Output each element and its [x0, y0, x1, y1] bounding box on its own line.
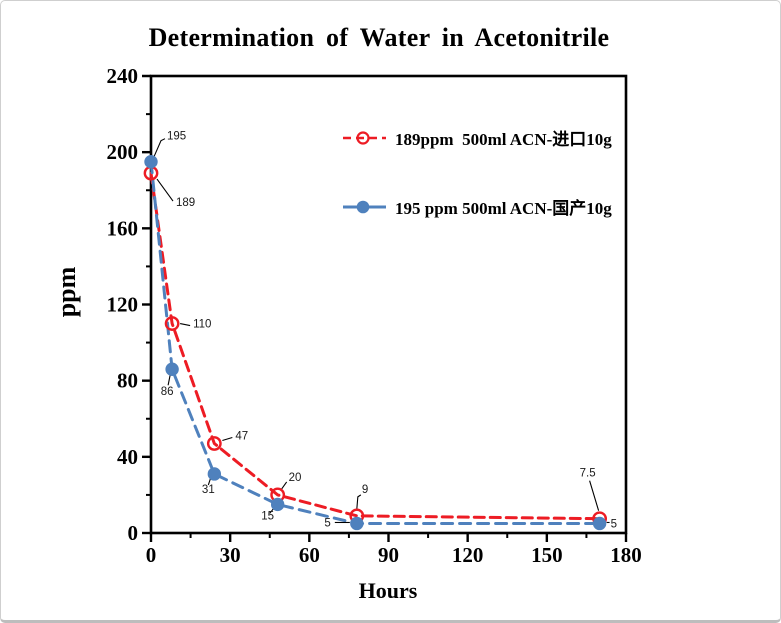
x-tick-label: 120: [452, 543, 484, 567]
x-tick-label: 30: [220, 543, 241, 567]
series-line-0: [149, 171, 602, 521]
series-line-1: [149, 160, 602, 525]
legend-circle-red: [356, 130, 370, 145]
y-axis-title: ppm: [52, 266, 81, 318]
data-point-marker: [592, 516, 607, 531]
x-tick-label: 60: [299, 543, 320, 567]
y-tick-label: 0: [128, 521, 139, 545]
y-tick-label: 120: [107, 293, 139, 317]
data-point-label: 110: [193, 319, 211, 331]
legend-item-imported: 189ppm 500ml ACN-进口10g: [342, 125, 612, 150]
label-leader-line: [153, 138, 166, 157]
label-leader-line: [156, 178, 174, 202]
x-tick-label: 90: [378, 543, 399, 567]
label-leader-line: [589, 480, 600, 511]
data-point-label: 9: [362, 484, 368, 496]
label-leader-line: [167, 375, 171, 386]
data-point-label: 47: [235, 431, 248, 443]
data-point-marker: [270, 497, 285, 512]
chart-title: Determination of Water in Acetonitrile: [148, 23, 610, 52]
legend-label-imported: 189ppm 500ml ACN-进口10g: [395, 130, 612, 149]
x-tick-label: 180: [610, 543, 642, 567]
data-point-label: 20: [289, 472, 302, 484]
y-tick-label: 40: [117, 445, 138, 469]
data-point-label: 7.5: [580, 468, 596, 480]
data-point-label: 5: [324, 517, 330, 529]
label-leader-line: [269, 508, 275, 514]
red-dashed-open-circle-icon: [343, 130, 386, 145]
label-leader-line: [281, 481, 288, 490]
y-tick-label: 240: [107, 64, 139, 88]
data-point-label: 5: [611, 518, 617, 530]
data-point-label: 189: [176, 197, 195, 209]
y-tick-label: 200: [107, 140, 139, 164]
data-point-marker: [164, 316, 180, 331]
y-tick-label: 160: [107, 216, 139, 240]
x-axis-title: Hours: [358, 578, 418, 603]
label-leader-line: [180, 323, 191, 327]
label-leader-line: [207, 478, 211, 486]
label-leader-line: [222, 436, 233, 442]
legend-item-domestic: 195 ppm 500ml ACN-国产10g: [342, 194, 612, 219]
label-leader-line: [356, 494, 362, 509]
data-point-label: 195: [167, 131, 186, 143]
legend-label-domestic: 195 ppm 500ml ACN-国产10g: [395, 199, 612, 218]
legend: 189ppm 500ml ACN-进口10g 195 ppm 500ml ACN…: [342, 125, 612, 219]
data-point-marker: [144, 154, 158, 169]
x-tick-label: 0: [146, 543, 157, 567]
data-point-marker: [350, 516, 364, 531]
y-tick-label: 80: [117, 369, 138, 393]
blue-line-filled-circle-icon: [343, 200, 386, 213]
data-point-label: 15: [261, 510, 274, 522]
data-point-label: 86: [161, 386, 174, 398]
data-point-marker: [206, 436, 222, 451]
data-point-marker: [207, 467, 222, 481]
x-tick-label: 150: [531, 543, 563, 567]
data-point-label: 31: [202, 484, 215, 496]
data-point-marker: [165, 362, 179, 376]
legend-circle-blue: [356, 200, 370, 213]
